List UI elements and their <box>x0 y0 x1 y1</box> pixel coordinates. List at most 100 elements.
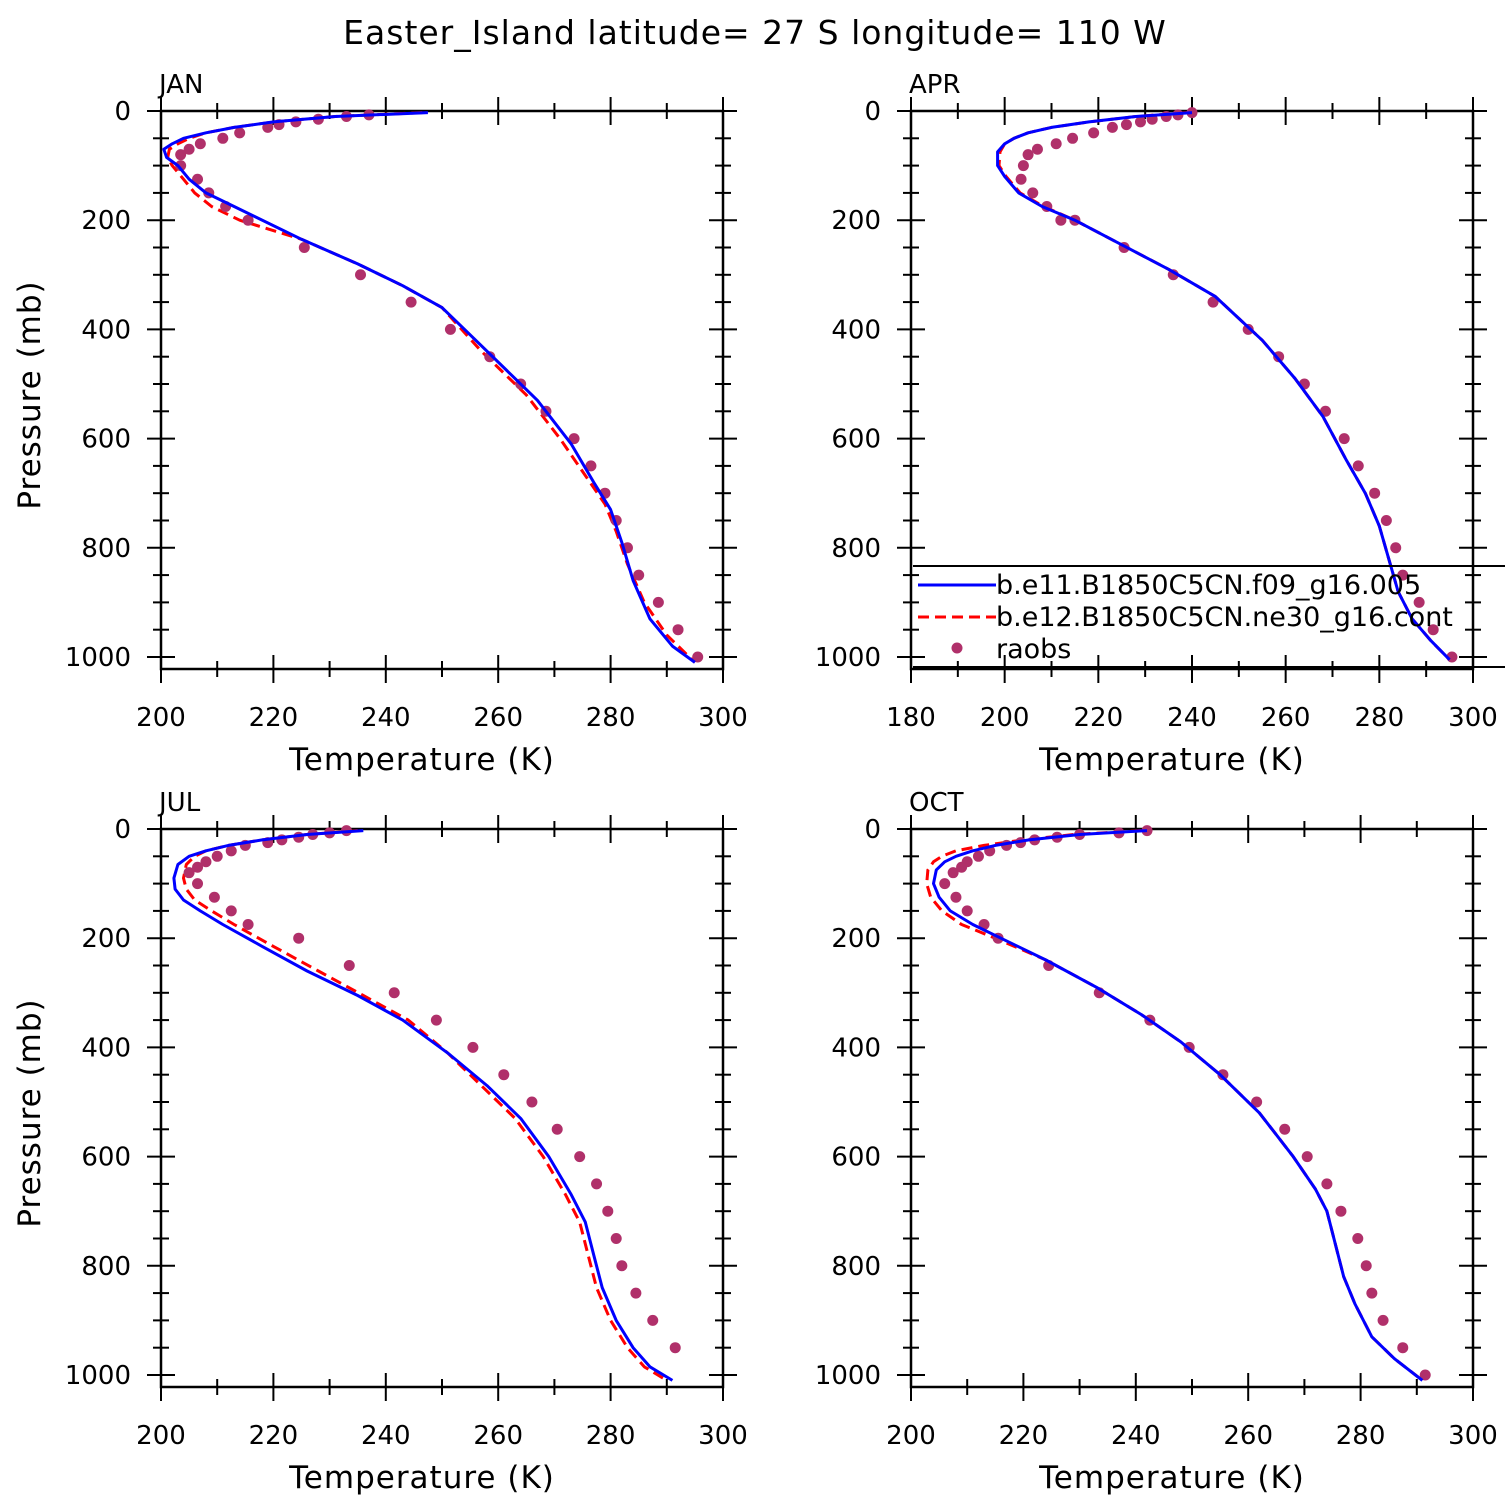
y-tick-label: 800 <box>81 534 131 564</box>
obs-point <box>652 596 664 608</box>
series-line-ne30 <box>182 829 668 1382</box>
series-group <box>172 825 681 1382</box>
panel-title: OCT <box>909 788 964 818</box>
obs-point <box>1055 214 1067 226</box>
figure-title: Easter_Island latitude= 27 S longitude= … <box>343 13 1167 52</box>
y-tick-label: 600 <box>831 425 881 455</box>
obs-point <box>1335 1205 1347 1217</box>
obs-point <box>616 1260 628 1272</box>
obs-point <box>591 1178 603 1190</box>
x-tick-label: 200 <box>980 703 1030 733</box>
obs-point <box>262 121 274 133</box>
obs-point <box>242 214 254 226</box>
y-tick-label: 400 <box>831 315 881 345</box>
obs-point <box>1027 187 1039 199</box>
obs-point <box>183 143 195 155</box>
y-tick-label: 0 <box>114 815 131 845</box>
obs-point <box>1015 173 1027 185</box>
y-tick-label: 0 <box>864 97 881 127</box>
x-tick-label: 220 <box>249 1421 299 1451</box>
y-tick-label: 800 <box>831 1252 881 1282</box>
x-tick-label: 280 <box>1355 703 1405 733</box>
obs-point <box>610 1232 622 1244</box>
series-line-f09 <box>162 111 696 664</box>
series-line-f09 <box>996 111 1451 661</box>
obs-point <box>225 905 237 917</box>
x-axis-label: Temperature (K) <box>288 742 555 778</box>
obs-point <box>1390 542 1402 554</box>
obs-point <box>672 624 684 636</box>
y-tick-label: 800 <box>81 1252 131 1282</box>
obs-point <box>956 861 968 873</box>
x-tick-label: 260 <box>473 1421 523 1451</box>
obs-point <box>290 116 302 128</box>
x-tick-label: 220 <box>1074 703 1124 733</box>
obs-point <box>950 891 962 903</box>
obs-point <box>498 1069 510 1081</box>
obs-point <box>947 867 959 879</box>
obs-point <box>1380 514 1392 526</box>
obs-point <box>192 861 204 873</box>
obs-point <box>1251 1096 1263 1108</box>
legend-label: b.e12.B1850C5CN.ne30_g16.cont <box>996 602 1453 633</box>
obs-point <box>192 878 204 890</box>
panel-title: APR <box>909 70 961 100</box>
panel-title: JAN <box>157 70 203 100</box>
obs-point <box>1360 1260 1372 1272</box>
obs-point <box>1321 1178 1333 1190</box>
obs-point <box>1279 1123 1291 1135</box>
y-tick-label: 400 <box>81 1033 131 1063</box>
obs-point <box>1067 132 1079 144</box>
obs-point <box>298 241 310 253</box>
x-tick-label: 200 <box>136 1421 186 1451</box>
obs-point <box>225 845 237 857</box>
plot-frame <box>159 827 725 1389</box>
obs-point <box>467 1041 479 1053</box>
x-tick-label: 260 <box>473 703 523 733</box>
y-axis-label: Pressure (mb) <box>12 280 48 509</box>
obs-point <box>183 867 195 879</box>
obs-point <box>175 149 187 161</box>
obs-point <box>200 856 212 868</box>
x-tick-label: 240 <box>1111 1421 1161 1451</box>
obs-point <box>1106 121 1118 133</box>
x-tick-label: 300 <box>1448 1421 1498 1451</box>
series-group <box>996 107 1458 663</box>
obs-point <box>242 919 254 931</box>
series-line-f09 <box>932 829 1424 1382</box>
y-tick-label: 200 <box>831 206 881 236</box>
y-axis-label: Pressure (mb) <box>12 998 48 1227</box>
x-tick-label: 280 <box>586 703 636 733</box>
x-tick-label: 240 <box>1167 703 1217 733</box>
obs-point <box>669 1342 681 1354</box>
obs-point <box>630 1287 642 1299</box>
obs-point <box>961 905 973 917</box>
obs-point <box>574 1151 586 1163</box>
obs-point <box>1141 825 1153 837</box>
obs-point <box>1301 1151 1313 1163</box>
plot-frame <box>909 827 1475 1389</box>
x-tick-label: 240 <box>361 1421 411 1451</box>
obs-point <box>211 850 223 862</box>
x-tick-label: 180 <box>886 703 936 733</box>
obs-point <box>633 569 645 581</box>
y-tick-label: 800 <box>831 534 881 564</box>
y-tick-label: 600 <box>831 1143 881 1173</box>
y-tick-label: 0 <box>864 815 881 845</box>
obs-point <box>1352 1232 1364 1244</box>
obs-point <box>1413 596 1425 608</box>
legend-label: raobs <box>996 634 1071 665</box>
obs-point <box>602 1205 614 1217</box>
obs-point <box>1366 1287 1378 1299</box>
obs-point <box>551 1123 563 1135</box>
obs-point <box>343 959 355 971</box>
x-tick-label: 300 <box>698 703 748 733</box>
x-tick-label: 240 <box>361 703 411 733</box>
obs-point <box>405 296 417 308</box>
y-tick-label: 400 <box>81 315 131 345</box>
x-tick-label: 280 <box>1336 1421 1386 1451</box>
